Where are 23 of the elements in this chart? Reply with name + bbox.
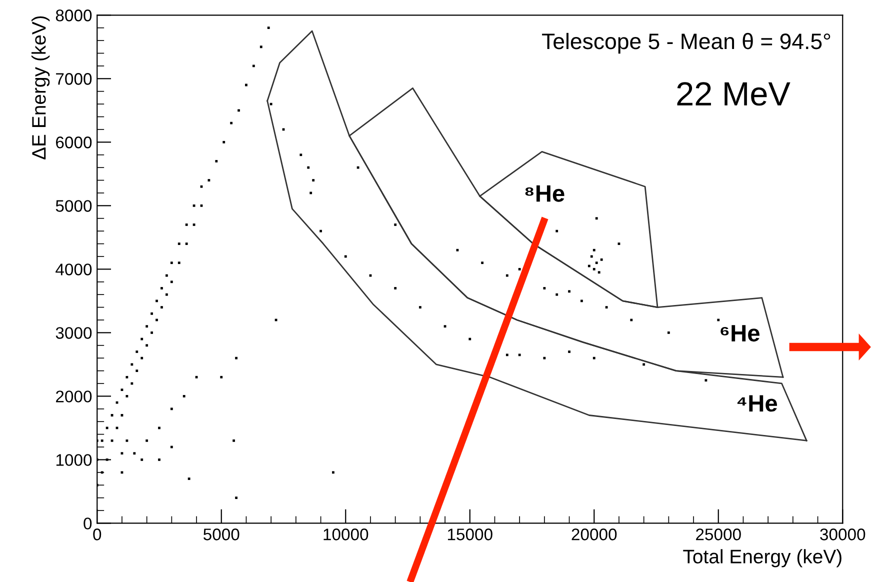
y-tick-label: 7000 xyxy=(56,73,92,85)
x-tick-label: 10000 xyxy=(324,528,368,540)
y-tick-label: 3000 xyxy=(56,327,92,339)
annotation: ⁴He xyxy=(737,395,778,412)
x-tick-label: 25000 xyxy=(696,528,741,540)
y-tick-label: 0 xyxy=(84,518,92,530)
x-tick-label: 30000 xyxy=(820,528,866,540)
x-tick-label: 20000 xyxy=(572,528,617,540)
annotation: ⁸He xyxy=(525,185,564,202)
x-tick-label: 0 xyxy=(93,528,102,540)
y-tick-label: 4000 xyxy=(56,264,92,276)
text: Telescope 5 - Mean θ = 94.5° xyxy=(542,32,830,54)
y-tick-label: 5000 xyxy=(56,200,92,212)
y-tick-label: 8000 xyxy=(56,10,92,22)
text: 22 MeV xyxy=(677,82,790,106)
annotation: ⁶He xyxy=(720,325,760,342)
x-tick-label: 5000 xyxy=(204,528,240,540)
y-tick-label: 6000 xyxy=(56,136,92,148)
y-tick-label: 1000 xyxy=(56,454,92,466)
x-axis-title: Total Energy (keV) xyxy=(683,549,842,568)
x-tick-label: 15000 xyxy=(448,528,492,540)
y-axis-title: ΔE Energy (keV) xyxy=(32,16,50,160)
y-tick-label: 2000 xyxy=(56,390,92,402)
